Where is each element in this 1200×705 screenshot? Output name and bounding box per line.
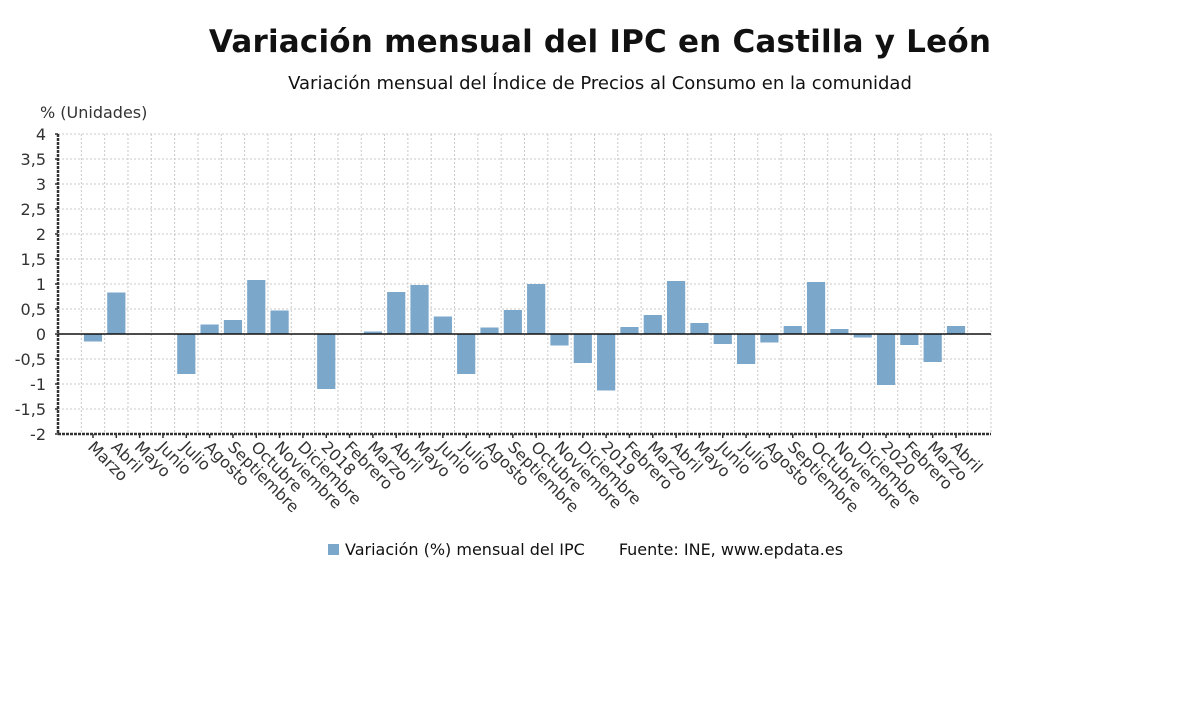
bar: [503, 310, 522, 334]
y-tick-label: 1,5: [21, 250, 46, 269]
bar: [550, 334, 569, 346]
bar: [200, 324, 219, 334]
y-tick-label: 4: [36, 125, 46, 144]
bar: [480, 327, 499, 334]
bar: [946, 326, 966, 334]
legend-swatch: [328, 544, 339, 555]
y-tick-label: 0: [36, 325, 46, 344]
bar: [223, 320, 243, 334]
bar: [597, 334, 616, 391]
bar: [457, 334, 476, 374]
bar: [760, 334, 779, 343]
chart-title: Variación mensual del IPC en Castilla y …: [208, 24, 992, 60]
bar: [876, 334, 896, 385]
y-tick-label: 3: [36, 175, 46, 194]
y-tick-label: 2,5: [21, 200, 46, 219]
bar: [806, 282, 826, 334]
bar: [783, 326, 802, 334]
bar: [107, 292, 126, 334]
axes: [55, 133, 991, 438]
y-tick-label: -0,5: [15, 350, 46, 369]
y-tick-label: -2: [30, 425, 46, 444]
source-note: Fuente: INE, www.epdata.es: [618, 540, 844, 559]
bar: [736, 334, 756, 364]
x-tick-labels: MarzoAbrilMayoJunioJulioAgostoSeptiembre…: [84, 437, 986, 517]
y-tick-label: 3,5: [21, 150, 46, 169]
bar: [923, 334, 942, 362]
bar: [270, 310, 289, 334]
bar: [713, 334, 732, 344]
grid-lines: [58, 133, 992, 435]
bar: [83, 334, 103, 342]
bar: [690, 323, 709, 334]
y-tick-label: -1: [30, 375, 46, 394]
bar: [177, 334, 196, 374]
bar: [247, 280, 266, 334]
bar: [387, 292, 406, 334]
y-tick-labels: 4 3,5 3 2,5 2 1,5 1 0,5 0 -0,5 -1 -1,5 -2: [15, 125, 46, 444]
legend: Variación (%) mensual del IPC Fuente: IN…: [328, 540, 843, 559]
legend-label: Variación (%) mensual del IPC: [345, 540, 585, 559]
bar: [830, 329, 849, 334]
y-tick-label: 0,5: [21, 300, 46, 319]
bar: [853, 334, 872, 338]
y-axis-label: % (Unidades): [40, 103, 148, 122]
bar: [363, 331, 382, 334]
bar: [643, 315, 662, 334]
y-tick-label: 2: [36, 225, 46, 244]
y-tick-label: -1,5: [15, 400, 46, 419]
chart-subtitle: Variación mensual del Índice de Precios …: [288, 73, 912, 94]
bar: [433, 316, 452, 334]
bar: [410, 285, 429, 334]
bar: [317, 334, 336, 389]
y-tick-label: 1: [36, 275, 46, 294]
bar: [527, 284, 546, 334]
bar: [573, 334, 592, 363]
bar: [900, 334, 919, 345]
bars: [83, 280, 966, 391]
bar: [620, 327, 639, 334]
bar: [667, 281, 686, 334]
